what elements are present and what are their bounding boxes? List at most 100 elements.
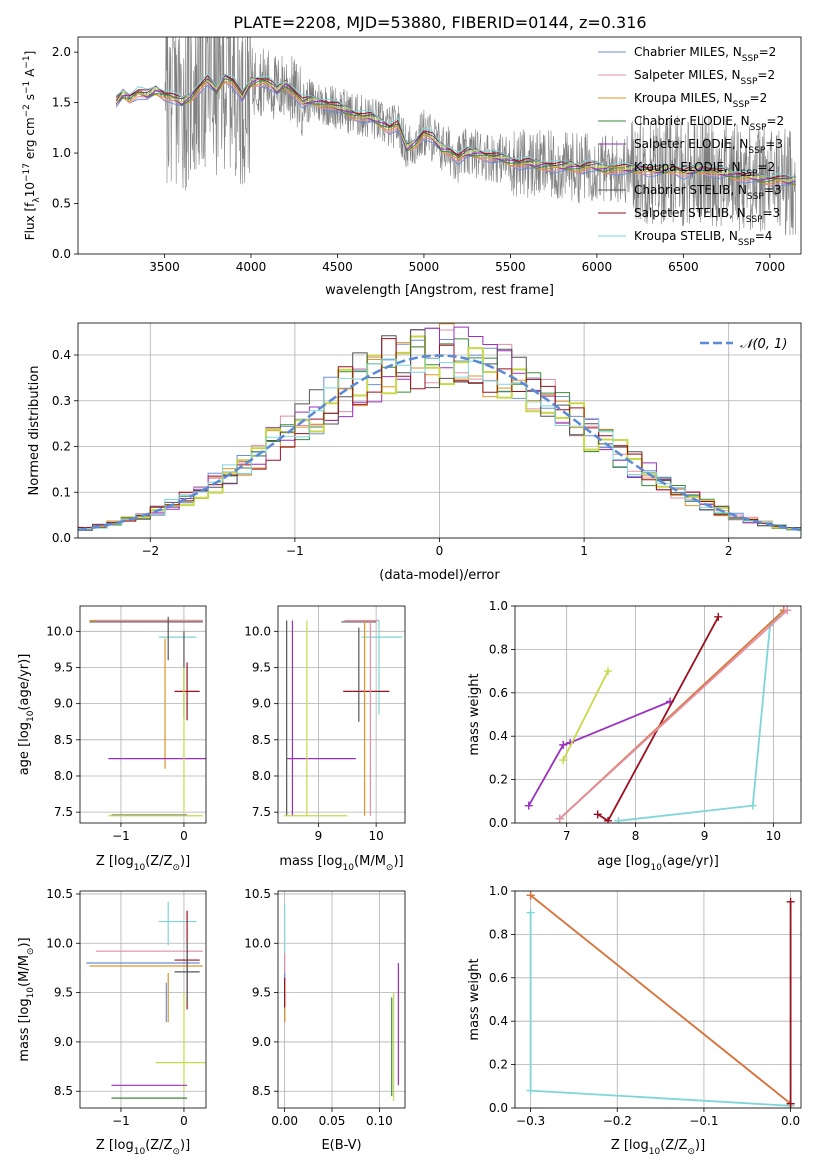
label-part: Salpeter MILES, N — [634, 68, 741, 82]
panel-mass_vs_ebv: 0.00 0.05 0.10 8.5 9.0 9.5 10.0 10.5 E(B-V) — [244, 887, 406, 1153]
label-part: =2 — [766, 114, 784, 128]
x-axis-label: Z [log10(Z/Z⊙)] — [96, 1138, 190, 1157]
y-tick-label: 7.5 — [252, 805, 271, 819]
label-part: 10 — [26, 710, 36, 722]
label-part: (Z/Z — [145, 854, 172, 869]
y-tick-label: 8.0 — [54, 769, 73, 783]
label-part: )] — [393, 854, 403, 869]
weight-series — [559, 667, 613, 765]
x-axis-label: Z [log10(Z/Z⊙)] — [96, 854, 190, 873]
axes-frame — [514, 890, 802, 1109]
label-part: )] — [17, 937, 32, 947]
label-part: ⊙ — [386, 863, 394, 873]
y-tick-label: 0.5 — [52, 197, 71, 211]
grid — [278, 606, 405, 823]
y-tick-label: 0.6 — [489, 971, 508, 985]
axes-frame — [277, 890, 406, 1109]
x-tick-label: 0.0 — [781, 1114, 800, 1128]
x-tick-label: 7 — [563, 829, 571, 843]
label-part: =3 — [764, 183, 782, 197]
y-tick-label: 0.8 — [489, 927, 508, 941]
legend-entry: Kroupa MILES, NSSP=2 — [634, 91, 767, 110]
grid — [278, 891, 405, 1108]
plot-area — [284, 903, 399, 1102]
panel-age_vs_z: −1 07.58.08.59.09.510.0Z [log10(Z/Z⊙)]age… — [17, 605, 207, 873]
plot-area — [526, 891, 795, 1108]
axes-frame — [77, 36, 802, 255]
normal-curve — [78, 354, 801, 532]
y-tick-label: 9.0 — [54, 1035, 73, 1049]
label-part: 10 — [343, 863, 355, 873]
panels: 3500 4000 4500 5000 5500 6000 6500 70000.00.51.… — [17, 36, 802, 1157]
y-tick-label: 8.5 — [252, 733, 271, 747]
y-tick-label: 0.2 — [489, 1058, 508, 1072]
series-marker — [526, 908, 535, 917]
grid — [515, 890, 801, 1109]
y-axis-label: Flux [fλ10−17 erg cm−2 s−1 A−1] — [22, 51, 42, 241]
x-tick-label: 0.00 — [271, 1114, 298, 1128]
plot-area — [89, 616, 206, 817]
series-marker — [786, 1099, 795, 1108]
x-tick-label: 3500 — [149, 260, 180, 274]
y-tick-label: 9.0 — [54, 697, 73, 711]
x-tick-label: 9 — [315, 829, 323, 843]
y-tick-label: 1.0 — [489, 884, 508, 898]
label-part: 10 — [26, 987, 36, 999]
label-part: (Z/Z — [145, 1138, 172, 1153]
label-part: λ — [32, 197, 42, 203]
y-tick-label: 0.4 — [489, 1014, 508, 1028]
x-tick-label: −1 — [112, 1114, 130, 1128]
label-part: Kroupa STELIB, N — [634, 229, 738, 243]
series-line — [559, 609, 788, 820]
y-tick-label: 1.0 — [489, 599, 508, 613]
x-tick-label: −0.3 — [516, 1114, 545, 1128]
y-tick-label: 8.0 — [252, 769, 271, 783]
x-tick-label: 1 — [580, 544, 588, 558]
y-tick-label: 0.0 — [52, 531, 71, 545]
grid — [80, 891, 206, 1108]
data-spectrum — [115, 37, 796, 236]
label-part: (age/yr)] — [17, 654, 32, 711]
label-part: Flux [f — [23, 202, 37, 240]
label-part: (age/yr)] — [662, 854, 719, 869]
series-marker — [786, 897, 795, 906]
legend-entry: Chabrier MILES, NSSP=2 — [634, 45, 776, 64]
label-part: SSP — [748, 146, 765, 156]
label-part: −1 — [22, 55, 32, 68]
label-part: age [log — [17, 722, 32, 775]
series-line — [562, 670, 609, 761]
label-part: )] — [180, 854, 190, 869]
series-marker — [748, 801, 757, 810]
y-axis-label-group: mass [log10(M/M⊙)] — [17, 937, 36, 1061]
y-tick-label: 10.0 — [244, 624, 271, 638]
legend-entry: Salpeter MILES, NSSP=2 — [634, 68, 775, 87]
y-tick-label: 0.4 — [489, 729, 508, 743]
y-tick-label: 9.0 — [252, 697, 271, 711]
y-axis-label: mass [log10(M/M⊙)] — [17, 937, 36, 1061]
label-part: mass [log — [279, 854, 342, 869]
label-part: Z [log — [611, 1138, 649, 1153]
y-tick-label: 0.1 — [52, 485, 71, 499]
plot-area — [283, 619, 403, 817]
panel-residuals: −2 −1 0 1 2 0.0 0.1 0.2 0.3 0.4 (data-model)/error… — [27, 322, 802, 583]
y-axis-label-group: age [log10(age/yr)] — [17, 654, 36, 776]
y-tick-label: 0.3 — [52, 394, 71, 408]
y-tick-label: 10.0 — [46, 624, 73, 638]
series-marker — [526, 891, 535, 900]
weight-series — [524, 697, 675, 810]
label-part: ] — [23, 51, 37, 56]
label-part: −2 — [22, 104, 32, 117]
weight-series — [786, 897, 795, 1108]
legend-entry: Kroupa STELIB, NSSP=4 — [634, 229, 772, 248]
series-marker — [614, 816, 623, 823]
x-tick-label: 6000 — [582, 260, 613, 274]
label-part: SSP — [747, 192, 764, 202]
x-tick-label: 9 — [701, 829, 709, 843]
y-tick-label: 0.0 — [489, 1101, 508, 1115]
y-tick-label: 10.5 — [244, 887, 271, 901]
model-line — [115, 72, 796, 179]
series-line — [528, 700, 671, 807]
series-line — [618, 609, 785, 822]
series-line — [530, 894, 792, 1105]
